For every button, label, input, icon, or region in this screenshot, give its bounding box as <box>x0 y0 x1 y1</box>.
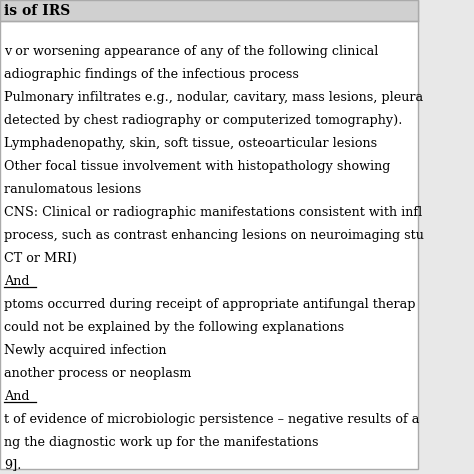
Text: another process or neoplasm: another process or neoplasm <box>4 366 191 380</box>
Text: ranulomatous lesions: ranulomatous lesions <box>4 182 141 196</box>
Text: Other focal tissue involvement with histopathology showing: Other focal tissue involvement with hist… <box>4 160 391 173</box>
Text: ptoms occurred during receipt of appropriate antifungal therap: ptoms occurred during receipt of appropr… <box>4 298 416 310</box>
Text: CNS: Clinical or radiographic manifestations consistent with infl: CNS: Clinical or radiographic manifestat… <box>4 206 422 219</box>
Text: t of evidence of microbiologic persistence – negative results of a: t of evidence of microbiologic persisten… <box>4 412 419 426</box>
Text: And: And <box>4 390 30 402</box>
Text: detected by chest radiography or computerized tomography).: detected by chest radiography or compute… <box>4 114 402 127</box>
Text: Newly acquired infection: Newly acquired infection <box>4 344 167 356</box>
Text: And: And <box>4 274 30 288</box>
Text: v or worsening appearance of any of the following clinical: v or worsening appearance of any of the … <box>4 45 379 58</box>
Text: could not be explained by the following explanations: could not be explained by the following … <box>4 320 344 334</box>
Text: 9].: 9]. <box>4 459 21 472</box>
Text: is of IRS: is of IRS <box>4 4 71 18</box>
Text: CT or MRI): CT or MRI) <box>4 252 77 264</box>
Text: Pulmonary infiltrates e.g., nodular, cavitary, mass lesions, pleura: Pulmonary infiltrates e.g., nodular, cav… <box>4 91 423 104</box>
Text: process, such as contrast enhancing lesions on neuroimaging stu: process, such as contrast enhancing lesi… <box>4 228 424 242</box>
Text: Lymphadenopathy, skin, soft tissue, osteoarticular lesions: Lymphadenopathy, skin, soft tissue, oste… <box>4 137 377 150</box>
Text: ng the diagnostic work up for the manifestations: ng the diagnostic work up for the manife… <box>4 436 319 448</box>
Text: adiographic findings of the infectious process: adiographic findings of the infectious p… <box>4 68 299 81</box>
FancyBboxPatch shape <box>0 0 418 469</box>
FancyBboxPatch shape <box>0 0 418 21</box>
